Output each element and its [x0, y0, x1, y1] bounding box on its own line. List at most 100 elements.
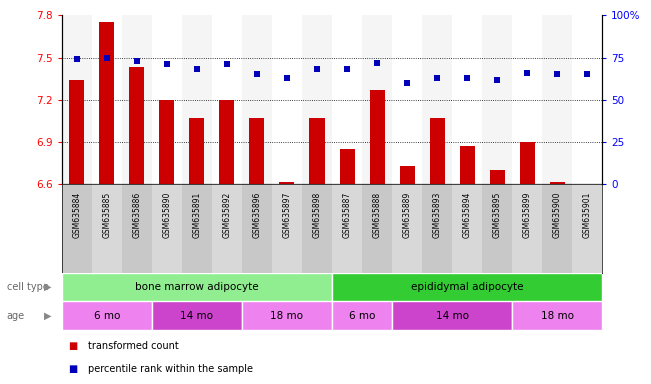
Bar — [482, 15, 512, 184]
Bar — [482, 184, 512, 273]
Bar — [212, 15, 242, 184]
Bar — [542, 184, 572, 273]
Text: GSM635892: GSM635892 — [223, 191, 232, 238]
Bar — [362, 15, 392, 184]
Point — [342, 66, 352, 73]
Bar — [422, 184, 452, 273]
Bar — [159, 100, 174, 184]
Point — [191, 66, 202, 73]
Bar — [279, 182, 294, 184]
Point — [372, 60, 382, 66]
Text: age: age — [7, 311, 25, 321]
Bar — [400, 166, 415, 184]
Bar — [62, 273, 332, 301]
Bar — [212, 184, 242, 273]
Text: GSM635899: GSM635899 — [523, 191, 532, 238]
Bar — [302, 15, 332, 184]
Bar — [460, 146, 475, 184]
Bar — [152, 15, 182, 184]
Point — [252, 71, 262, 78]
Text: 18 mo: 18 mo — [540, 311, 574, 321]
Bar — [92, 15, 122, 184]
Bar — [92, 184, 122, 273]
Point — [432, 75, 442, 81]
Bar — [340, 149, 355, 184]
Text: GSM635900: GSM635900 — [553, 191, 562, 238]
Bar — [392, 184, 422, 273]
Bar — [130, 68, 145, 184]
Text: 18 mo: 18 mo — [270, 311, 303, 321]
Bar — [512, 15, 542, 184]
Bar — [332, 15, 362, 184]
Text: GSM635885: GSM635885 — [102, 191, 111, 238]
Point — [402, 80, 412, 86]
Point — [552, 71, 562, 78]
Text: GSM635888: GSM635888 — [372, 191, 381, 238]
Point — [72, 56, 82, 62]
Text: GSM635896: GSM635896 — [253, 191, 262, 238]
Bar — [549, 182, 564, 184]
Bar — [70, 80, 85, 184]
Bar — [542, 15, 572, 184]
Text: ■: ■ — [68, 341, 77, 351]
Text: ■: ■ — [68, 364, 77, 374]
Bar — [302, 184, 332, 273]
Bar — [370, 90, 385, 184]
Bar — [452, 184, 482, 273]
Text: GSM635890: GSM635890 — [162, 191, 171, 238]
Text: GSM635901: GSM635901 — [583, 191, 592, 238]
Bar — [152, 184, 182, 273]
Bar — [572, 184, 602, 273]
Bar — [572, 15, 602, 184]
Bar — [332, 184, 362, 273]
Text: GSM635894: GSM635894 — [463, 191, 471, 238]
Bar — [272, 15, 302, 184]
Text: 6 mo: 6 mo — [349, 311, 375, 321]
Point — [132, 58, 142, 64]
Bar — [332, 301, 392, 330]
Point — [282, 75, 292, 81]
Bar — [62, 184, 92, 273]
Text: GSM635897: GSM635897 — [283, 191, 292, 238]
Bar — [422, 15, 452, 184]
Bar — [122, 15, 152, 184]
Bar — [490, 170, 505, 184]
Bar — [512, 301, 602, 330]
Bar — [332, 273, 602, 301]
Point — [102, 55, 112, 61]
Text: GSM635889: GSM635889 — [402, 191, 411, 238]
Text: ▶: ▶ — [44, 282, 52, 292]
Bar — [519, 142, 534, 184]
Bar — [219, 100, 234, 184]
Text: 14 mo: 14 mo — [436, 311, 469, 321]
Bar — [122, 184, 152, 273]
Text: bone marrow adipocyte: bone marrow adipocyte — [135, 282, 258, 292]
Point — [222, 61, 232, 68]
Bar — [362, 184, 392, 273]
Text: GSM635887: GSM635887 — [342, 191, 352, 238]
Text: percentile rank within the sample: percentile rank within the sample — [88, 364, 253, 374]
Text: transformed count: transformed count — [88, 341, 178, 351]
Text: GSM635893: GSM635893 — [432, 191, 441, 238]
Text: ▶: ▶ — [44, 311, 52, 321]
Bar — [392, 15, 422, 184]
Text: epididymal adipocyte: epididymal adipocyte — [411, 282, 523, 292]
Point — [462, 75, 473, 81]
Point — [582, 71, 592, 78]
Bar — [182, 184, 212, 273]
Bar — [512, 184, 542, 273]
Text: GSM635884: GSM635884 — [72, 191, 81, 238]
Bar — [309, 118, 324, 184]
Bar — [242, 301, 332, 330]
Text: GSM635895: GSM635895 — [493, 191, 502, 238]
Point — [312, 66, 322, 73]
Bar — [62, 301, 152, 330]
Text: GSM635898: GSM635898 — [312, 191, 322, 238]
Bar — [452, 15, 482, 184]
Text: cell type: cell type — [7, 282, 48, 292]
Bar — [189, 118, 204, 184]
Bar — [242, 184, 272, 273]
Bar — [272, 184, 302, 273]
Bar — [242, 15, 272, 184]
Bar — [430, 118, 445, 184]
